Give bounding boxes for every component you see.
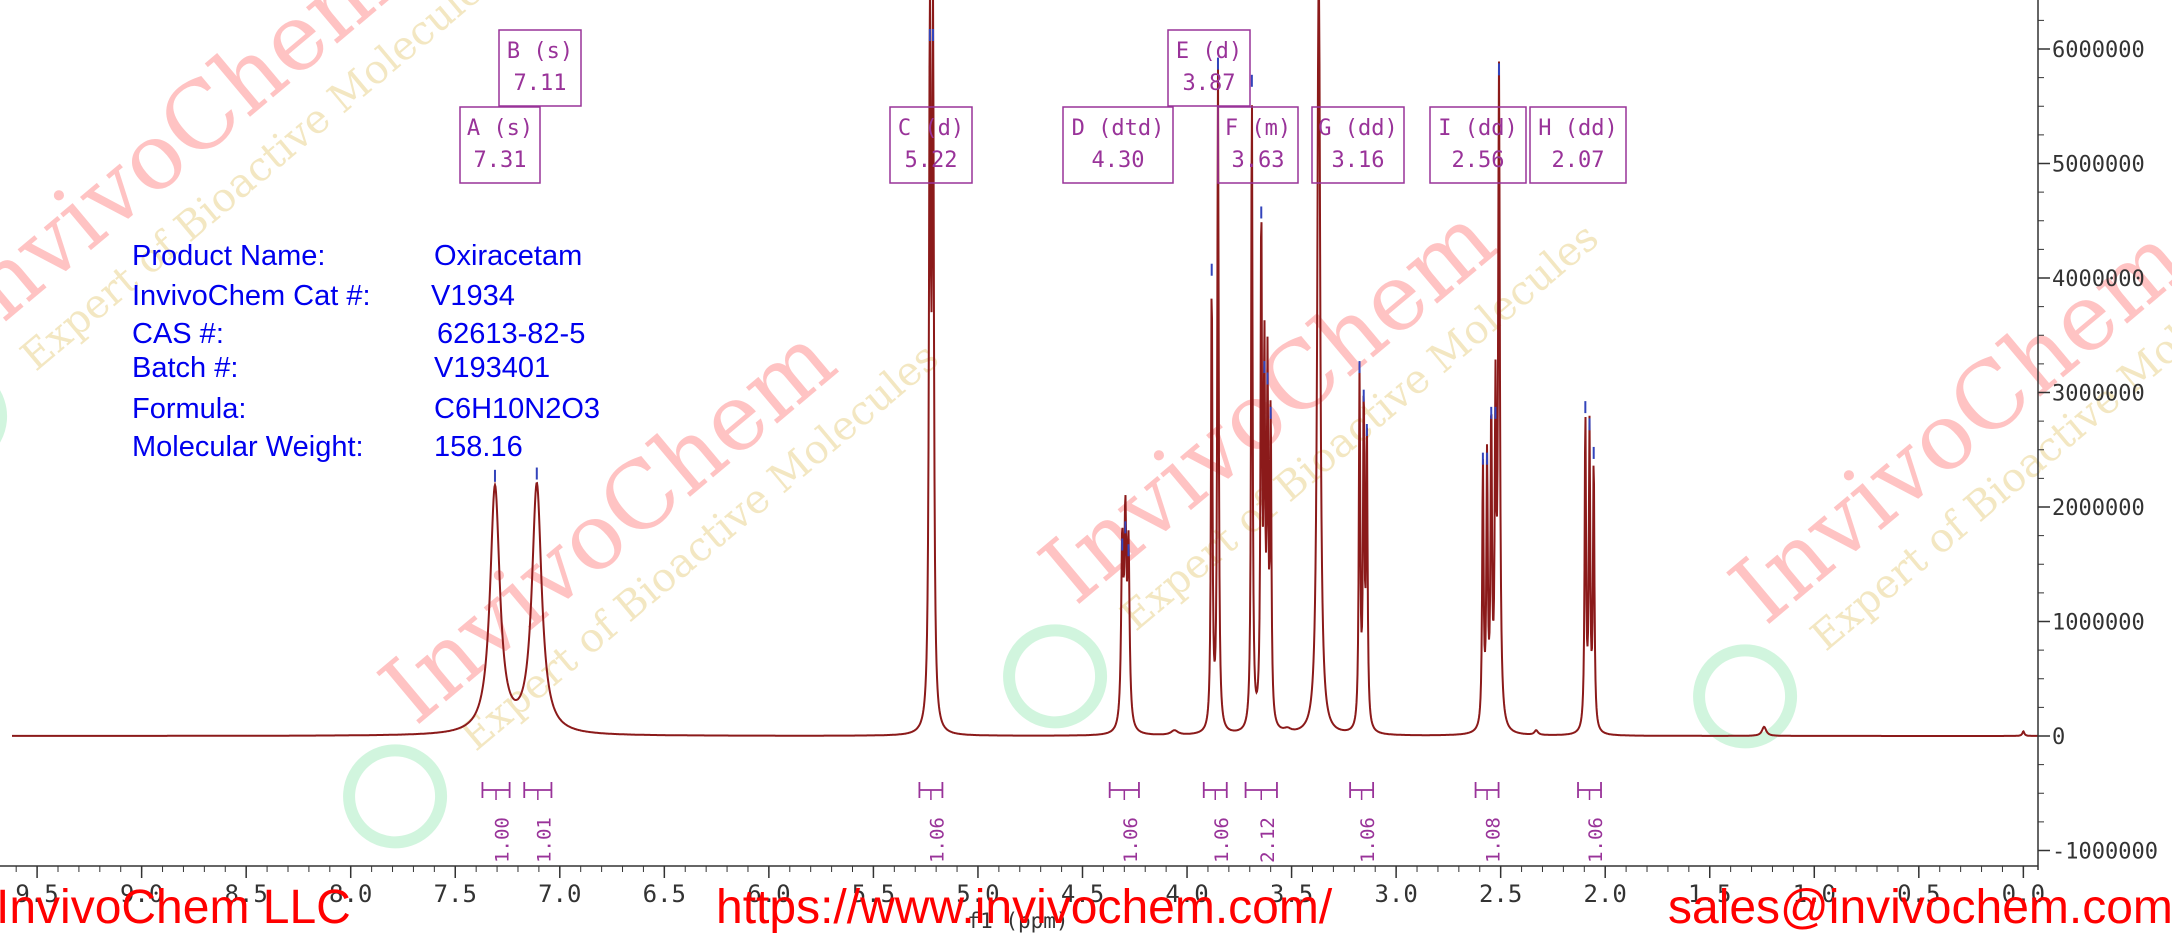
peak-label-box-0: [459, 106, 541, 184]
integral-value-8: 1.06: [1585, 817, 1607, 863]
peak-label-box-4: [1167, 29, 1251, 107]
x-axis-label: f1 (ppm): [967, 909, 1068, 933]
peak-label-shift-2: 5.22: [905, 148, 958, 173]
annotations: A (s) 7.31 B (s) 7.11 C (d) 5.22 D (dtd) 4.30 E …: [459, 29, 1627, 863]
x-tick-label-0: 9.5: [15, 880, 58, 908]
cas-label: CAS #:: [132, 318, 224, 350]
spectrum-line: [12, 0, 2038, 737]
peak-label-box-5: [1217, 106, 1299, 184]
x-tick-label-3: 8.0: [329, 880, 372, 908]
peak-label-shift-3: 4.30: [1092, 148, 1145, 173]
watermark-logo-icon: [0, 364, 8, 469]
integral-value-6: 1.06: [1357, 817, 1379, 863]
peak-label-shift-6: 3.16: [1332, 148, 1385, 173]
x-tick-label-2: 8.5: [224, 880, 267, 908]
integral-value-1: 1.01: [533, 817, 555, 863]
x-tick-label-17: 1.0: [1793, 880, 1836, 908]
x-tick-label-8: 5.5: [852, 880, 895, 908]
x-tick-label-16: 1.5: [1688, 880, 1731, 908]
product-name-label: Product Name:: [132, 240, 326, 272]
peak-label-name-2: C (d): [898, 116, 964, 141]
footer-url: https://www.invivochem.com/: [716, 881, 1333, 934]
peak-label-box-6: [1311, 106, 1405, 184]
integral-value-3: 1.06: [1120, 817, 1142, 863]
mw-value: 158.16: [434, 431, 523, 463]
x-tick-label-18: 0.5: [1897, 880, 1940, 908]
product-name-value: Oxiracetam: [434, 240, 583, 272]
integral-value-2: 1.06: [926, 817, 948, 863]
y-tick-label-1: 0: [2052, 725, 2065, 750]
y-tick-label-3: 2000000: [2052, 496, 2145, 521]
integral-value-7: 1.08: [1483, 817, 1505, 863]
formula-label: Formula:: [132, 393, 247, 425]
batch-value: V193401: [434, 352, 551, 384]
footer-company: InvivoChem LLC: [0, 881, 351, 934]
peak-label-box-3: [1062, 106, 1174, 184]
peak-label-name-5: F (m): [1225, 116, 1291, 141]
y-tick-label-4: 3000000: [2052, 382, 2145, 407]
x-tick-label-9: 5.0: [956, 880, 999, 908]
x-tick-label-11: 4.0: [1165, 880, 1208, 908]
integral-value-4: 1.06: [1211, 817, 1233, 863]
cat-label: InvivoChem Cat #:: [132, 280, 371, 312]
peak-label-shift-0: 7.31: [474, 148, 527, 173]
peak-label-shift-7: 2.56: [1452, 148, 1505, 173]
watermark-logo-icon: [1003, 624, 1108, 729]
peak-label-box-2: [889, 106, 973, 184]
x-tick-label-10: 4.5: [1061, 880, 1104, 908]
x-tick-label-15: 2.0: [1584, 880, 1627, 908]
peak-label-box-8: [1529, 106, 1627, 184]
footer-email: sales@invivochem.com: [1668, 881, 2172, 934]
integral-value-0: 1.00: [492, 817, 514, 863]
y-tick-label-7: 6000000: [2052, 38, 2145, 63]
batch-label: Batch #:: [132, 352, 239, 384]
x-tick-label-7: 6.0: [747, 880, 790, 908]
y-tick-label-2: 1000000: [2052, 611, 2145, 636]
peak-label-box-1: [498, 29, 582, 107]
peak-label-name-4: E (d): [1176, 39, 1242, 64]
watermark-logo-icon: [1693, 644, 1798, 749]
x-tick-label-5: 7.0: [538, 880, 581, 908]
y-tick-label-0: -1000000: [2052, 840, 2158, 865]
peak-label-shift-1: 7.11: [514, 71, 567, 96]
peak-label-shift-5: 3.63: [1232, 148, 1285, 173]
mw-label: Molecular Weight:: [132, 431, 364, 463]
peak-label-name-8: H (dd): [1538, 116, 1617, 141]
x-tick-label-12: 3.5: [1270, 880, 1313, 908]
y-tick-label-5: 4000000: [2052, 267, 2145, 292]
formula-value: C6H10N2O3: [434, 393, 601, 425]
cas-value: 62613-82-5: [437, 318, 586, 350]
x-tick-label-14: 2.5: [1479, 880, 1522, 908]
x-tick-label-1: 9.0: [120, 880, 163, 908]
cat-value: V1934: [431, 280, 515, 312]
peak-label-name-0: A (s): [467, 116, 533, 141]
x-tick-label-6: 6.5: [643, 880, 686, 908]
x-tick-label-19: 0.0: [2002, 880, 2045, 908]
integral-value-5: 2.12: [1257, 817, 1279, 863]
peak-label-name-3: D (dtd): [1072, 116, 1165, 141]
peak-label-name-6: G (dd): [1318, 116, 1397, 141]
x-tick-label-13: 3.0: [1374, 880, 1417, 908]
x-tick-label-4: 7.5: [434, 880, 477, 908]
peak-label-shift-8: 2.07: [1552, 148, 1605, 173]
peak-label-name-7: I (dd): [1438, 116, 1517, 141]
y-tick-label-6: 5000000: [2052, 153, 2145, 178]
peak-label-box-7: [1429, 106, 1527, 184]
spectrum-layer: [12, 0, 2038, 737]
peak-label-shift-4: 3.87: [1183, 71, 1236, 96]
peak-label-name-1: B (s): [507, 39, 573, 64]
watermark-logo-icon: [343, 744, 448, 849]
